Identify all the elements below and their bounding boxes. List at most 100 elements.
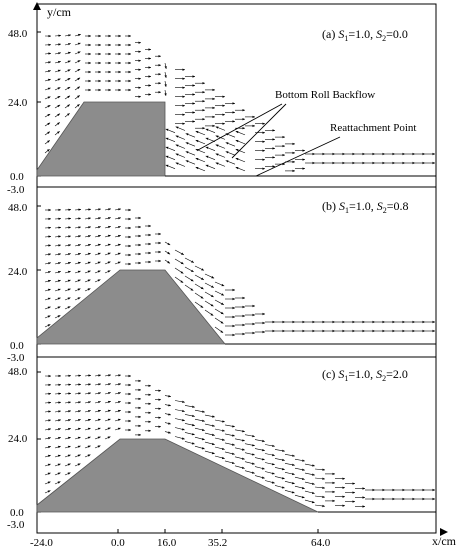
- velocity-arrowhead: [138, 424, 141, 428]
- velocity-arrowhead: [180, 261, 184, 265]
- velocity-arrowhead: [47, 306, 51, 309]
- velocity-arrowhead: [312, 329, 315, 333]
- velocity-arrowhead: [48, 217, 51, 221]
- velocity-arrowhead: [67, 113, 70, 116]
- velocity-arrowhead: [128, 428, 131, 432]
- velocity-arrowhead: [47, 472, 51, 475]
- velocity-arrowhead: [47, 463, 51, 466]
- velocity-arrowhead: [68, 43, 71, 46]
- velocity-arrowhead: [48, 226, 51, 229]
- velocity-arrowhead: [221, 283, 225, 287]
- velocity-arrowhead: [192, 414, 195, 417]
- velocity-arrowhead: [372, 329, 375, 333]
- velocity-arrowhead: [108, 392, 111, 395]
- velocity-arrowhead: [47, 131, 50, 134]
- velocity-arrowhead: [67, 78, 71, 81]
- velocity-arrowhead: [202, 437, 205, 441]
- velocity-arrowhead: [292, 169, 295, 173]
- velocity-arrowhead: [68, 419, 71, 422]
- velocity-arrowhead: [68, 244, 71, 247]
- velocity-arrowhead: [332, 161, 335, 165]
- velocity-arrowhead: [192, 120, 195, 123]
- velocity-arrowhead: [138, 415, 141, 419]
- velocity-arrowhead: [57, 472, 61, 475]
- velocity-arrowhead: [175, 126, 179, 129]
- velocity-arrowhead: [108, 217, 111, 220]
- velocity-arrowhead: [148, 57, 151, 60]
- velocity-arrowhead: [97, 436, 101, 439]
- velocity-arrowhead: [77, 60, 81, 63]
- velocity-arrowhead: [87, 454, 91, 457]
- velocity-arrowhead: [205, 155, 209, 158]
- annotation-leader-backflow-1: [197, 103, 283, 151]
- velocity-arrowhead: [48, 392, 51, 395]
- velocity-arrowhead: [412, 329, 415, 333]
- y-tick-label: 0.0: [10, 340, 24, 352]
- velocity-arrowhead: [332, 481, 335, 485]
- velocity-arrowhead: [262, 330, 265, 334]
- velocity-arrowhead: [262, 312, 265, 316]
- velocity-arrowhead: [167, 242, 171, 245]
- velocity-arrowhead: [422, 320, 425, 324]
- velocity-arrowhead: [98, 234, 101, 238]
- velocity-arrowhead: [58, 383, 61, 386]
- velocity-arrowhead: [57, 288, 61, 291]
- velocity-arrowhead: [342, 329, 345, 333]
- velocity-arrowhead: [98, 61, 101, 65]
- velocity-arrowhead: [242, 109, 245, 112]
- velocity-arrowhead: [67, 288, 71, 291]
- velocity-arrowhead: [88, 70, 91, 74]
- velocity-arrowhead: [302, 477, 305, 480]
- velocity-arrowhead: [58, 401, 61, 404]
- velocity-arrowhead: [48, 262, 51, 265]
- velocity-arrowhead: [88, 79, 91, 83]
- velocity-arrowhead: [68, 427, 71, 431]
- velocity-arrowhead: [98, 88, 101, 92]
- velocity-arrowhead: [182, 104, 185, 107]
- velocity-arrowhead: [164, 93, 167, 96]
- velocity-arrowhead: [282, 467, 285, 471]
- velocity-arrowhead: [181, 252, 184, 255]
- velocity-arrowhead: [302, 486, 305, 490]
- velocity-arrowhead: [191, 442, 195, 445]
- velocity-arrowhead: [222, 447, 225, 450]
- velocity-arrowhead: [302, 329, 305, 333]
- velocity-arrowhead: [392, 320, 395, 324]
- velocity-arrowhead: [47, 96, 51, 99]
- velocity-arrowhead: [281, 486, 285, 489]
- velocity-arrowhead: [138, 216, 141, 220]
- velocity-arrowhead: [302, 468, 305, 471]
- velocity-arrowhead: [58, 43, 61, 46]
- velocity-arrowhead: [312, 320, 315, 324]
- velocity-arrowhead: [138, 234, 141, 238]
- velocity-arrowhead: [282, 144, 285, 148]
- velocity-arrowhead: [48, 208, 51, 212]
- velocity-arrowhead: [57, 104, 61, 108]
- panel-b: [36, 186, 437, 358]
- velocity-arrowhead: [210, 313, 214, 316]
- velocity-arrowhead: [292, 329, 295, 333]
- velocity-arrowhead: [78, 374, 81, 377]
- velocity-arrowhead: [211, 276, 215, 279]
- velocity-arrowhead: [128, 262, 131, 266]
- velocity-arrowhead: [77, 297, 81, 300]
- velocity-arrowhead: [362, 496, 365, 499]
- velocity-arrowhead: [138, 41, 141, 44]
- velocity-arrowhead: [291, 491, 295, 494]
- velocity-arrowhead: [382, 488, 385, 492]
- velocity-arrowhead: [48, 70, 51, 73]
- velocity-arrowhead: [128, 253, 131, 257]
- velocity-arrowhead: [202, 109, 205, 112]
- velocity-arrowhead: [372, 161, 375, 165]
- velocity-arrowhead: [272, 165, 275, 168]
- velocity-arrowhead: [128, 226, 131, 230]
- velocity-arrowhead: [88, 243, 91, 247]
- velocity-arrowhead: [118, 243, 121, 247]
- velocity-arrowhead: [242, 457, 245, 460]
- velocity-arrowhead: [98, 374, 101, 377]
- velocity-arrowhead: [138, 388, 141, 392]
- y-tick-label: -3.0: [7, 352, 25, 364]
- velocity-arrowhead: [88, 401, 91, 404]
- velocity-arrowhead: [242, 127, 245, 130]
- velocity-arrowhead: [262, 467, 265, 470]
